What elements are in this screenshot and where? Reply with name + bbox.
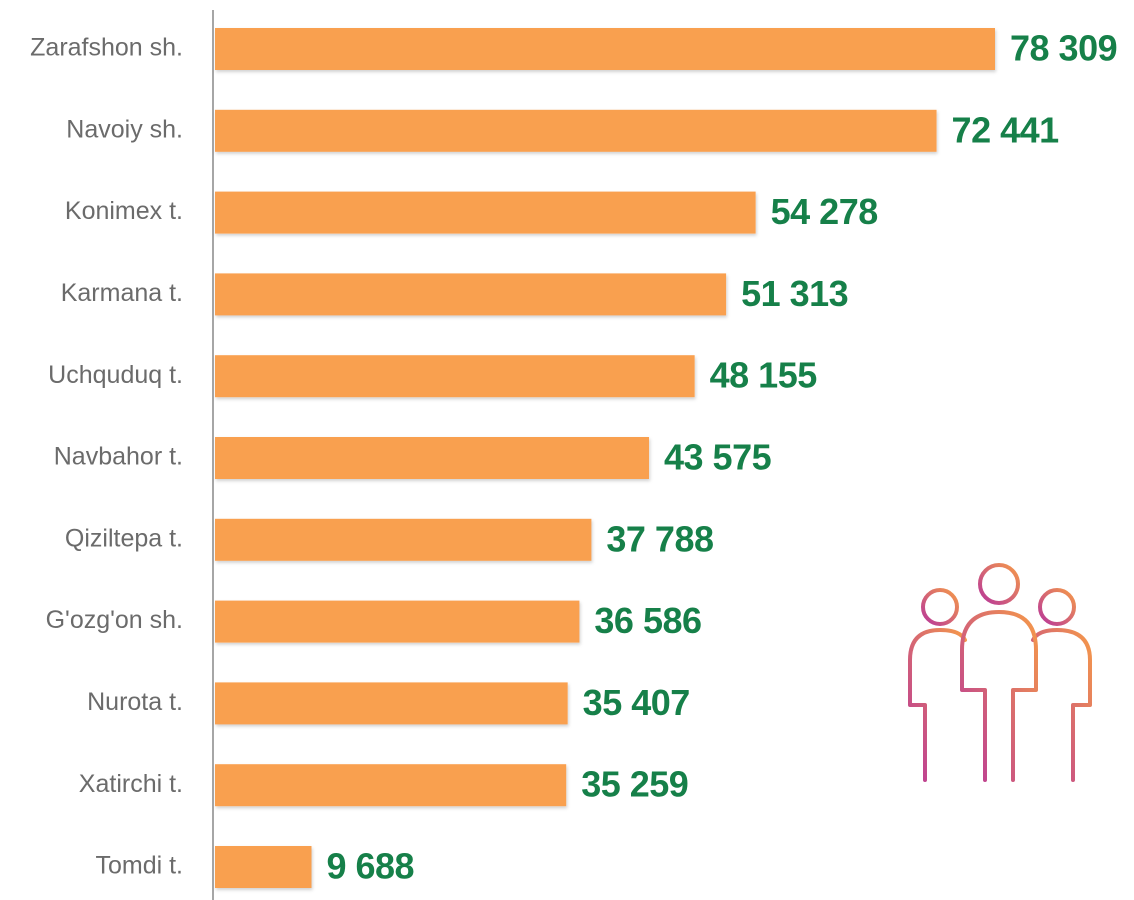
value-label: 9 688: [326, 846, 414, 887]
value-label: 48 155: [710, 355, 818, 396]
value-label: 43 575: [664, 437, 772, 478]
value-label: 54 278: [771, 191, 878, 232]
bar: [215, 355, 695, 398]
value-label: 51 313: [741, 273, 848, 314]
category-label: Nurota t.: [87, 688, 183, 716]
bar: [215, 682, 568, 725]
value-label: 72 441: [952, 109, 1060, 150]
bar: [215, 600, 580, 643]
value-label: 35 259: [581, 764, 688, 805]
bar: [215, 846, 312, 888]
value-label: 35 407: [583, 682, 690, 723]
value-label: 36 586: [594, 600, 701, 641]
value-label: 78 309: [1010, 28, 1117, 69]
people-icon: [908, 563, 1092, 782]
category-label: Navbahor t.: [54, 443, 183, 471]
bar: [215, 273, 727, 316]
bar: [215, 518, 592, 561]
category-label: Uchquduq t.: [48, 361, 183, 389]
category-label: Qiziltepa t.: [65, 524, 183, 552]
bar: [215, 191, 756, 234]
category-label: Xatirchi t.: [79, 770, 183, 798]
bar: [215, 109, 937, 152]
bar: [215, 764, 567, 807]
category-label: G'ozg'on sh.: [46, 606, 183, 634]
category-label: Karmana t.: [61, 279, 183, 307]
category-label: Navoiy sh.: [66, 115, 183, 143]
category-label: Konimex t.: [65, 197, 183, 225]
bar: [215, 28, 995, 70]
category-label: Zarafshon sh.: [30, 34, 183, 62]
value-label: 37 788: [606, 518, 713, 559]
bar: [215, 437, 650, 479]
category-label: Tomdi t.: [95, 852, 183, 880]
